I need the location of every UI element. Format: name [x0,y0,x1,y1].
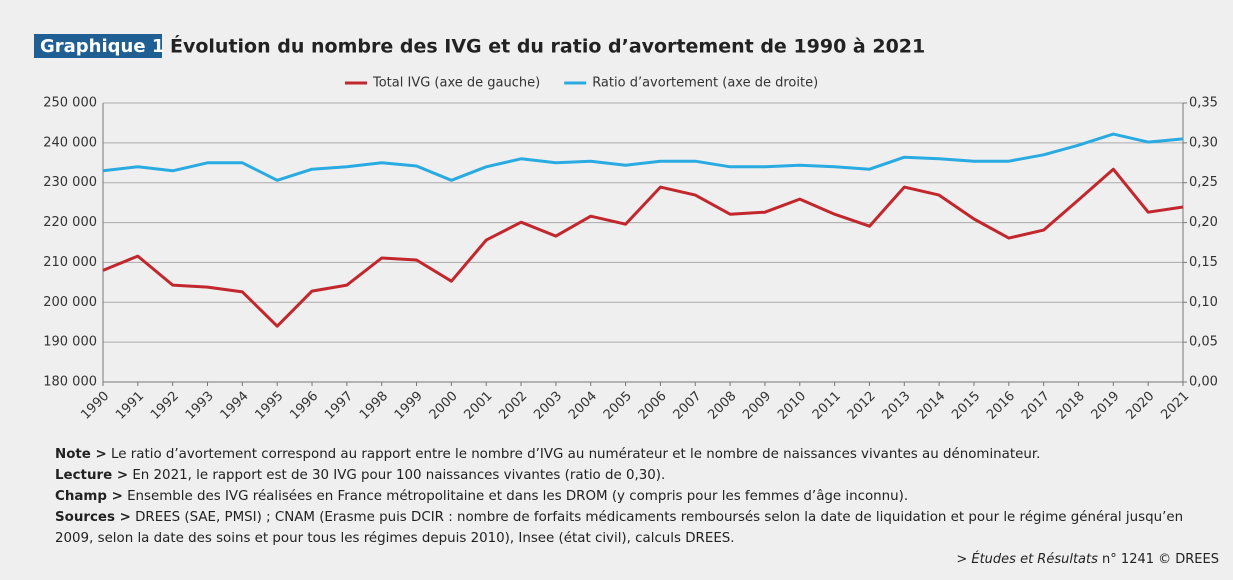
y2-tick-label: 0,30 [1189,135,1218,150]
series-line [102,167,1184,328]
y2-tick-label: 0,15 [1189,255,1218,270]
y2-tick-label: 0,25 [1189,175,1218,190]
legend: Total IVG (axe de gauche) Ratio d’avortem… [345,76,818,91]
y2-tick-label: 0,10 [1189,295,1218,310]
x-tick-label: 2021 [1158,389,1192,423]
x-tick-label: 2003 [531,389,565,423]
chart-title: Évolution du nombre des IVG et du ratio … [170,35,925,58]
x-tick-label: 1998 [357,389,391,423]
x-tick-label: 2011 [810,389,844,423]
note-text: Ensemble des IVG réalisées en France mét… [127,489,909,504]
x-tick-label: 1992 [148,389,182,423]
chart: Graphique 1 Évolution du nombre des IVG … [34,34,1218,423]
x-tick-label: 2015 [949,389,983,423]
y-tick-label: 250 000 [43,96,97,111]
y-tick-label: 240 000 [43,135,97,150]
x-tick-label: 2004 [566,389,600,423]
y-tick-label: 210 000 [43,255,97,270]
x-tick-label: 2017 [1019,389,1053,423]
x-tick-label: 2009 [740,389,774,423]
note-text: Le ratio d’avortement correspond au rapp… [111,447,1041,462]
note-text: DREES (SAE, PMSI) ; CNAM (Erasme puis DC… [55,510,1184,546]
x-tick-label: 1999 [392,389,426,423]
x-tick-label: 2014 [914,389,948,423]
source: > Études et Résultats n° 1241 © DREES [956,552,1219,567]
x-tick-label: 2005 [601,389,635,423]
x-tick-label: 2000 [427,389,461,423]
note-label: Sources > [55,510,131,525]
note: Note > Le ratio d’avortement correspond … [55,444,1215,465]
x-tick-label: 2012 [845,389,879,423]
x-tick-label: 1991 [113,389,147,423]
x-tick-label: 1990 [78,389,112,423]
x-tick-label: 2010 [775,389,809,423]
legend-label: Total IVG (axe de gauche) [372,76,540,91]
figure-label: Graphique 1 [40,36,164,57]
note-label: Note > [55,447,107,462]
note: Champ > Ensemble des IVG réalisées en Fr… [55,486,1215,507]
y2-tick-label: 0,00 [1189,375,1218,390]
x-tick-label: 1996 [287,389,321,423]
note-text: En 2021, le rapport est de 30 IVG pour 1… [132,468,666,483]
figure-label-box [34,34,162,58]
x-tick-label: 2013 [880,389,914,423]
x-tick-label: 1994 [218,389,252,423]
y-tick-label: 220 000 [43,215,97,230]
note: Sources > DREES (SAE, PMSI) ; CNAM (Eras… [55,507,1215,549]
notes: Note > Le ratio d’avortement correspond … [55,444,1215,549]
x-tick-label: 1993 [183,389,217,423]
note: Lecture > En 2021, le rapport est de 30 … [55,465,1215,486]
y2-tick-label: 0,35 [1189,96,1218,111]
source-prefix: > [956,552,968,567]
x-tick-label: 2008 [705,389,739,423]
note-label: Champ > [55,489,123,504]
x-tick-label: 2006 [636,389,670,423]
x-tick-label: 1995 [252,389,286,423]
x-tick-label: 2016 [984,389,1018,423]
series-line [102,132,1184,182]
y2-tick-label: 0,05 [1189,335,1218,350]
x-tick-label: 2001 [462,389,496,423]
source-suffix: n° 1241 © DREES [1102,552,1219,567]
source-title: Études et Résultats [971,552,1098,567]
note-label: Lecture > [55,468,129,483]
legend-label: Ratio d’avortement (axe de droite) [592,76,818,91]
y2-tick-label: 0,20 [1189,215,1218,230]
y-tick-label: 180 000 [43,375,97,390]
y-tick-label: 200 000 [43,295,97,310]
x-tick-label: 2018 [1054,389,1088,423]
x-tick-label: 2020 [1123,389,1157,423]
x-tick-label: 2002 [496,389,530,423]
y-tick-label: 190 000 [43,335,97,350]
x-tick-label: 1997 [322,389,356,423]
x-tick-label: 2007 [671,389,705,423]
y-tick-label: 230 000 [43,175,97,190]
x-tick-label: 2019 [1089,389,1123,423]
